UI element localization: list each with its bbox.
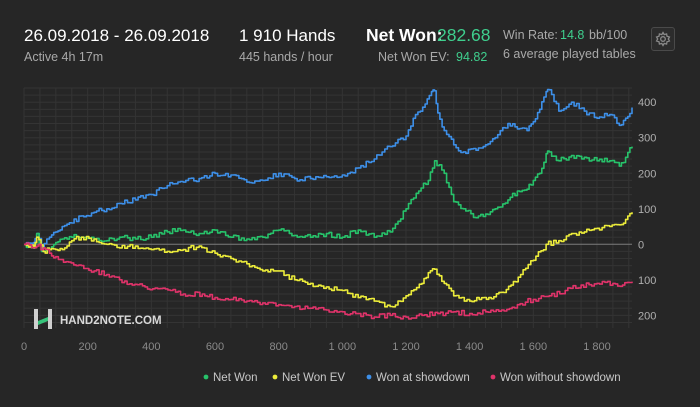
y-tick-label: 300: [638, 133, 656, 145]
net-won-label: Net Won:: [366, 25, 443, 45]
x-tick-label: 1 000: [329, 341, 357, 353]
settings-button[interactable]: [651, 27, 675, 51]
logo-text: HAND2NOTE.COM: [60, 315, 162, 327]
y-tick-label: 100: [638, 204, 656, 216]
x-tick-label: 600: [206, 341, 224, 353]
legend-marker: [366, 374, 372, 380]
legend-marker: [203, 374, 209, 380]
net-won-ev-label: Net Won EV:: [378, 50, 450, 64]
x-tick-label: 1 600: [520, 341, 548, 353]
win-rate-label: Win Rate:: [503, 28, 558, 42]
legend-item[interactable]: Won without showdown: [490, 372, 621, 384]
legend-marker: [272, 374, 278, 380]
hands-per-hour: 445 hands / hour: [239, 50, 333, 64]
legend-label: Won at showdown: [376, 372, 470, 384]
legend-item[interactable]: Net Won: [203, 372, 258, 384]
series-line-won-without-showdown: [24, 242, 633, 320]
x-tick-label: 400: [142, 341, 160, 353]
x-tick-label: 800: [269, 341, 287, 353]
win-rate-unit: bb/100: [589, 28, 628, 42]
y-tick-label: 200: [638, 168, 656, 180]
x-tick-label: 200: [78, 341, 96, 353]
net-won-ev-value: 94.82: [456, 50, 488, 64]
legend-item[interactable]: Won at showdown: [366, 372, 470, 384]
win-rate-value: 14.8: [560, 28, 585, 42]
y-tick-label: 100: [638, 275, 656, 287]
x-tick-label: 0: [21, 341, 27, 353]
hand2note-logo: HAND2NOTE.COM: [34, 309, 162, 329]
x-tick-label: 1 200: [392, 341, 420, 353]
date-range: 26.09.2018 - 26.09.2018: [24, 26, 210, 45]
legend-marker: [490, 374, 496, 380]
y-tick-label: 200: [638, 310, 656, 322]
stats-header: 26.09.2018 - 26.09.2018 Active 4h 17m 1 …: [0, 0, 700, 80]
legend-label: Net Won EV: [282, 372, 345, 384]
legend-item[interactable]: Net Won EV: [272, 372, 346, 384]
series-line-won-at-showdown: [24, 88, 633, 249]
net-won-value: 282.68: [437, 25, 491, 45]
series-line-net-won: [24, 146, 633, 253]
legend-label: Won without showdown: [500, 372, 621, 384]
active-time: Active 4h 17m: [24, 50, 104, 64]
hands-count: 1 910 Hands: [239, 26, 336, 45]
y-tick-label: 0: [638, 239, 644, 251]
x-tick-label: 1 800: [583, 341, 611, 353]
y-tick-label: 400: [638, 97, 656, 109]
series-line-net-won-ev: [24, 212, 633, 308]
x-tick-label: 1 400: [456, 341, 484, 353]
gear-icon: [655, 31, 671, 47]
average-tables: 6 average played tables: [503, 47, 636, 61]
legend-label: Net Won: [213, 372, 258, 384]
